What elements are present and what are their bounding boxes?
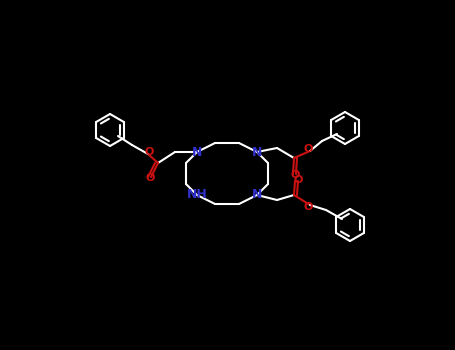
Text: NH: NH [187,189,207,202]
Text: N: N [252,146,262,159]
Text: O: O [144,147,154,157]
Text: O: O [145,173,155,183]
Text: N: N [252,189,262,202]
Text: O: O [303,202,313,212]
Text: N: N [192,146,202,159]
Text: O: O [293,175,303,185]
Text: O: O [303,144,313,154]
Text: O: O [290,170,300,180]
